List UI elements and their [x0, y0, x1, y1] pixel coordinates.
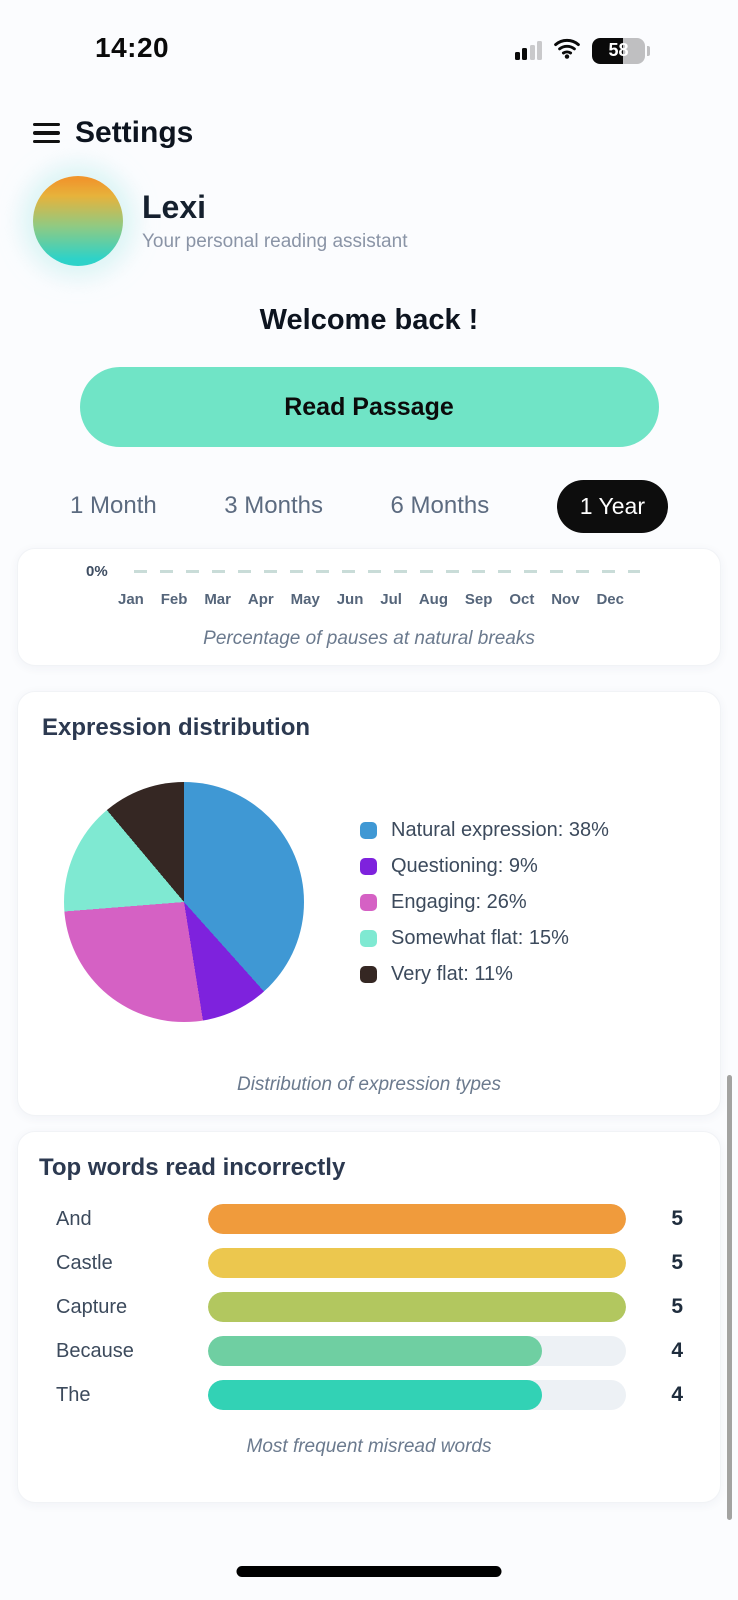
- word-bar-row-castle: Castle 5: [39, 1248, 699, 1278]
- avatar: [33, 176, 123, 266]
- word-bar-row-and: And 5: [39, 1204, 699, 1234]
- home-indicator[interactable]: [236, 1566, 502, 1577]
- word-label: And: [56, 1207, 92, 1230]
- x-tick-jul: Jul: [380, 591, 402, 608]
- bar-track: [208, 1248, 626, 1278]
- bar-fill: [208, 1292, 626, 1322]
- legend-swatch: [360, 857, 377, 875]
- time-filter-1-month[interactable]: 1 Month: [70, 492, 157, 519]
- battery-icon: 58: [592, 37, 645, 64]
- cellular-signal-icon: [514, 41, 542, 60]
- battery-nub: [647, 45, 650, 56]
- time-filter-3-months[interactable]: 3 Months: [224, 492, 323, 519]
- legend-swatch: [360, 965, 377, 983]
- bar-fill: [208, 1248, 626, 1278]
- bar-fill: [208, 1204, 626, 1234]
- legend-item-engaging: Engaging: 26%: [360, 891, 609, 914]
- word-bar-row-capture: Capture 5: [39, 1292, 699, 1322]
- legend-label: Engaging: 26%: [391, 890, 527, 913]
- x-tick-jan: Jan: [118, 591, 144, 608]
- expression-distribution-card: Expression distribution Natural expressi…: [17, 691, 721, 1116]
- page-header: Settings: [33, 116, 738, 150]
- battery-percent: 58: [608, 40, 629, 60]
- time-filter-6-months[interactable]: 6 Months: [390, 492, 490, 519]
- wifi-icon: [553, 37, 581, 64]
- pauses-chart-caption: Percentage of pauses at natural breaks: [203, 628, 535, 649]
- word-label: Castle: [56, 1251, 113, 1274]
- bar-fill: [208, 1336, 543, 1366]
- x-tick-jun: Jun: [336, 591, 364, 608]
- legend-label: Questioning: 9%: [391, 854, 538, 877]
- pauses-chart-card: 0% Jan Feb Mar Apr May Jun Jul Aug Sep Oct Nov Dec …: [17, 548, 721, 666]
- profile-section: Lexi Your personal reading assistant: [33, 176, 738, 266]
- top-words-card: Top words read incorrectly And 5 Castle 5 Ca…: [17, 1131, 721, 1503]
- hamburger-menu-icon[interactable]: [33, 122, 60, 144]
- x-axis-ticks: Jan Feb Mar Apr May Jun Jul Aug Sep Oct Nov Dec: [118, 591, 624, 608]
- x-tick-apr: Apr: [247, 591, 274, 608]
- word-count: 5: [671, 1295, 683, 1318]
- pie-chart-row: Natural expression: 38% Questioning: 9% En…: [42, 782, 696, 1022]
- legend-label: Somewhat flat: 15%: [391, 926, 569, 949]
- legend-swatch: [360, 821, 377, 839]
- legend-item-natural-expression: Natural expression: 38%: [360, 819, 609, 842]
- read-passage-button[interactable]: Read Passage: [79, 367, 659, 447]
- word-bar-row-because: Because 4: [39, 1336, 699, 1366]
- x-tick-aug: Aug: [418, 591, 449, 608]
- bar-track: [208, 1380, 626, 1410]
- x-tick-sep: Sep: [464, 591, 493, 608]
- top-words-caption: Most frequent misread words: [246, 1436, 492, 1457]
- scrollbar-thumb[interactable]: [727, 1075, 732, 1520]
- time-filter-tabs: 1 Month 3 Months 6 Months 1 Year: [70, 479, 668, 533]
- word-label: The: [56, 1383, 91, 1406]
- word-bar-row-the: The 4: [39, 1380, 699, 1410]
- legend-label: Very flat: 11%: [391, 962, 513, 985]
- status-bar: 14:20 58: [0, 0, 738, 70]
- expression-card-title: Expression distribution: [42, 714, 311, 741]
- legend-item-very-flat: Very flat: 11%: [360, 963, 609, 986]
- bar-track: [208, 1336, 626, 1366]
- legend-swatch: [360, 893, 377, 911]
- expression-pie-chart: [64, 782, 304, 1022]
- word-count: 5: [671, 1207, 683, 1230]
- status-icons: 58: [514, 37, 650, 64]
- x-tick-may: May: [290, 591, 320, 608]
- legend-item-questioning: Questioning: 9%: [360, 855, 609, 878]
- y-axis-tick: 0%: [86, 563, 108, 580]
- battery-fill: [592, 37, 623, 64]
- pie-legend: Natural expression: 38% Questioning: 9% En…: [360, 819, 609, 986]
- bar-track: [208, 1204, 626, 1234]
- legend-label: Natural expression: 38%: [391, 818, 609, 841]
- time-filter-1-year[interactable]: 1 Year: [556, 479, 668, 533]
- top-words-title: Top words read incorrectly: [39, 1154, 346, 1181]
- x-tick-dec: Dec: [596, 591, 624, 608]
- legend-swatch: [360, 929, 377, 947]
- pauses-chart-axis: 0%: [18, 563, 720, 580]
- word-bars: And 5 Castle 5 Capture 5 Because 4 The 4: [39, 1204, 699, 1410]
- legend-item-somewhat-flat: Somewhat flat: 15%: [360, 927, 609, 950]
- x-tick-mar: Mar: [204, 591, 231, 608]
- welcome-title: Welcome back !: [259, 304, 479, 336]
- page-title: Settings: [75, 116, 194, 149]
- word-count: 5: [671, 1251, 683, 1274]
- bar-fill: [208, 1380, 543, 1410]
- bar-track: [208, 1292, 626, 1322]
- x-tick-nov: Nov: [551, 591, 580, 608]
- x-tick-feb: Feb: [160, 591, 188, 608]
- profile-name: Lexi: [142, 188, 207, 225]
- word-count: 4: [671, 1383, 683, 1406]
- status-time: 14:20: [95, 32, 170, 63]
- expression-card-caption: Distribution of expression types: [236, 1074, 501, 1095]
- zero-line: [133, 570, 640, 573]
- word-label: Capture: [56, 1295, 128, 1318]
- x-tick-oct: Oct: [509, 591, 535, 608]
- word-label: Because: [56, 1339, 134, 1362]
- word-count: 4: [671, 1339, 683, 1362]
- profile-subtitle: Your personal reading assistant: [142, 231, 408, 253]
